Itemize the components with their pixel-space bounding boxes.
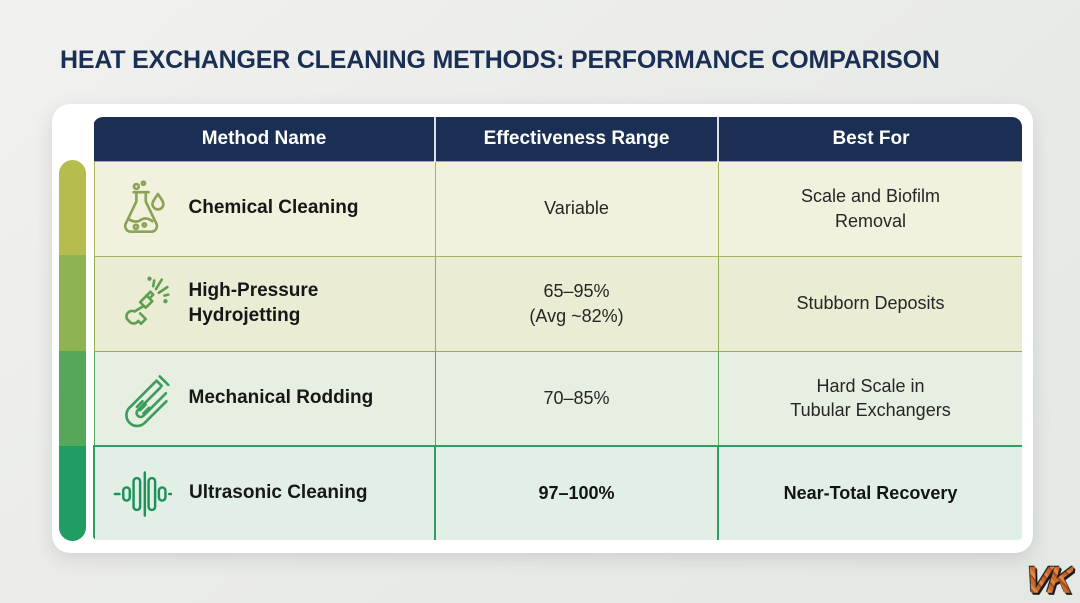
effectiveness-cell: 70–85% [434,350,719,447]
effectiveness-cell: 97–100% [434,445,719,540]
header-row: Method Name Effectiveness Range Best For [94,117,1022,161]
performance-gradient-bar [59,160,86,541]
method-name: Chemical Cleaning [188,197,359,219]
method-name: High-Pressure Hydrojetting [188,279,319,326]
method-name: Mechanical Rodding [188,386,374,408]
performance-bar-segment [59,350,86,446]
page-title: HEAT EXCHANGER CLEANING METHODS: PERFORM… [60,46,940,74]
method-cell: Chemical Cleaning [93,160,436,257]
performance-bar-segment [59,445,86,541]
brand-watermark: VK [1023,560,1075,602]
column-header-effectiveness: Effectiveness Range [434,117,718,161]
method-name: Ultrasonic Cleaning [189,482,368,504]
effectiveness-cell: 65–95% (Avg ~82%) [434,255,719,352]
flask-icon [111,176,173,242]
column-header-best-for: Best For [717,117,1022,161]
table-row: High-Pressure Hydrojetting 65–95% (Avg ~8… [93,255,1022,352]
column-header-method: Method Name [94,117,435,161]
table-row: Chemical Cleaning Variable Scale and Biofi… [93,160,1022,257]
soundwave-icon [111,461,173,527]
performance-bar-segment [59,160,86,256]
comparison-table: Method Name Effectiveness Range Best For… [93,117,1022,540]
best-for-cell: Scale and Biofilm Removal [717,160,1022,257]
comparison-table-wrap: Method Name Effectiveness Range Best For… [93,117,1022,540]
method-cell: Ultrasonic Cleaning [93,445,436,540]
rod-icon [111,365,173,431]
performance-bar-segment [59,255,86,351]
best-for-cell: Hard Scale in Tubular Exchangers [717,350,1022,447]
table-row: Mechanical Rodding 70–85% Hard Scale in Tu… [93,350,1022,447]
effectiveness-cell: Variable [434,160,719,257]
table-row: Ultrasonic Cleaning 97–100% Near-Total Rec… [93,445,1022,540]
method-cell: High-Pressure Hydrojetting [93,255,436,352]
best-for-cell: Near-Total Recovery [717,445,1022,540]
method-cell: Mechanical Rodding [93,350,436,447]
spray-gun-icon [111,271,173,337]
table-card: Method Name Effectiveness Range Best For… [52,104,1033,553]
best-for-cell: Stubborn Deposits [717,255,1022,352]
